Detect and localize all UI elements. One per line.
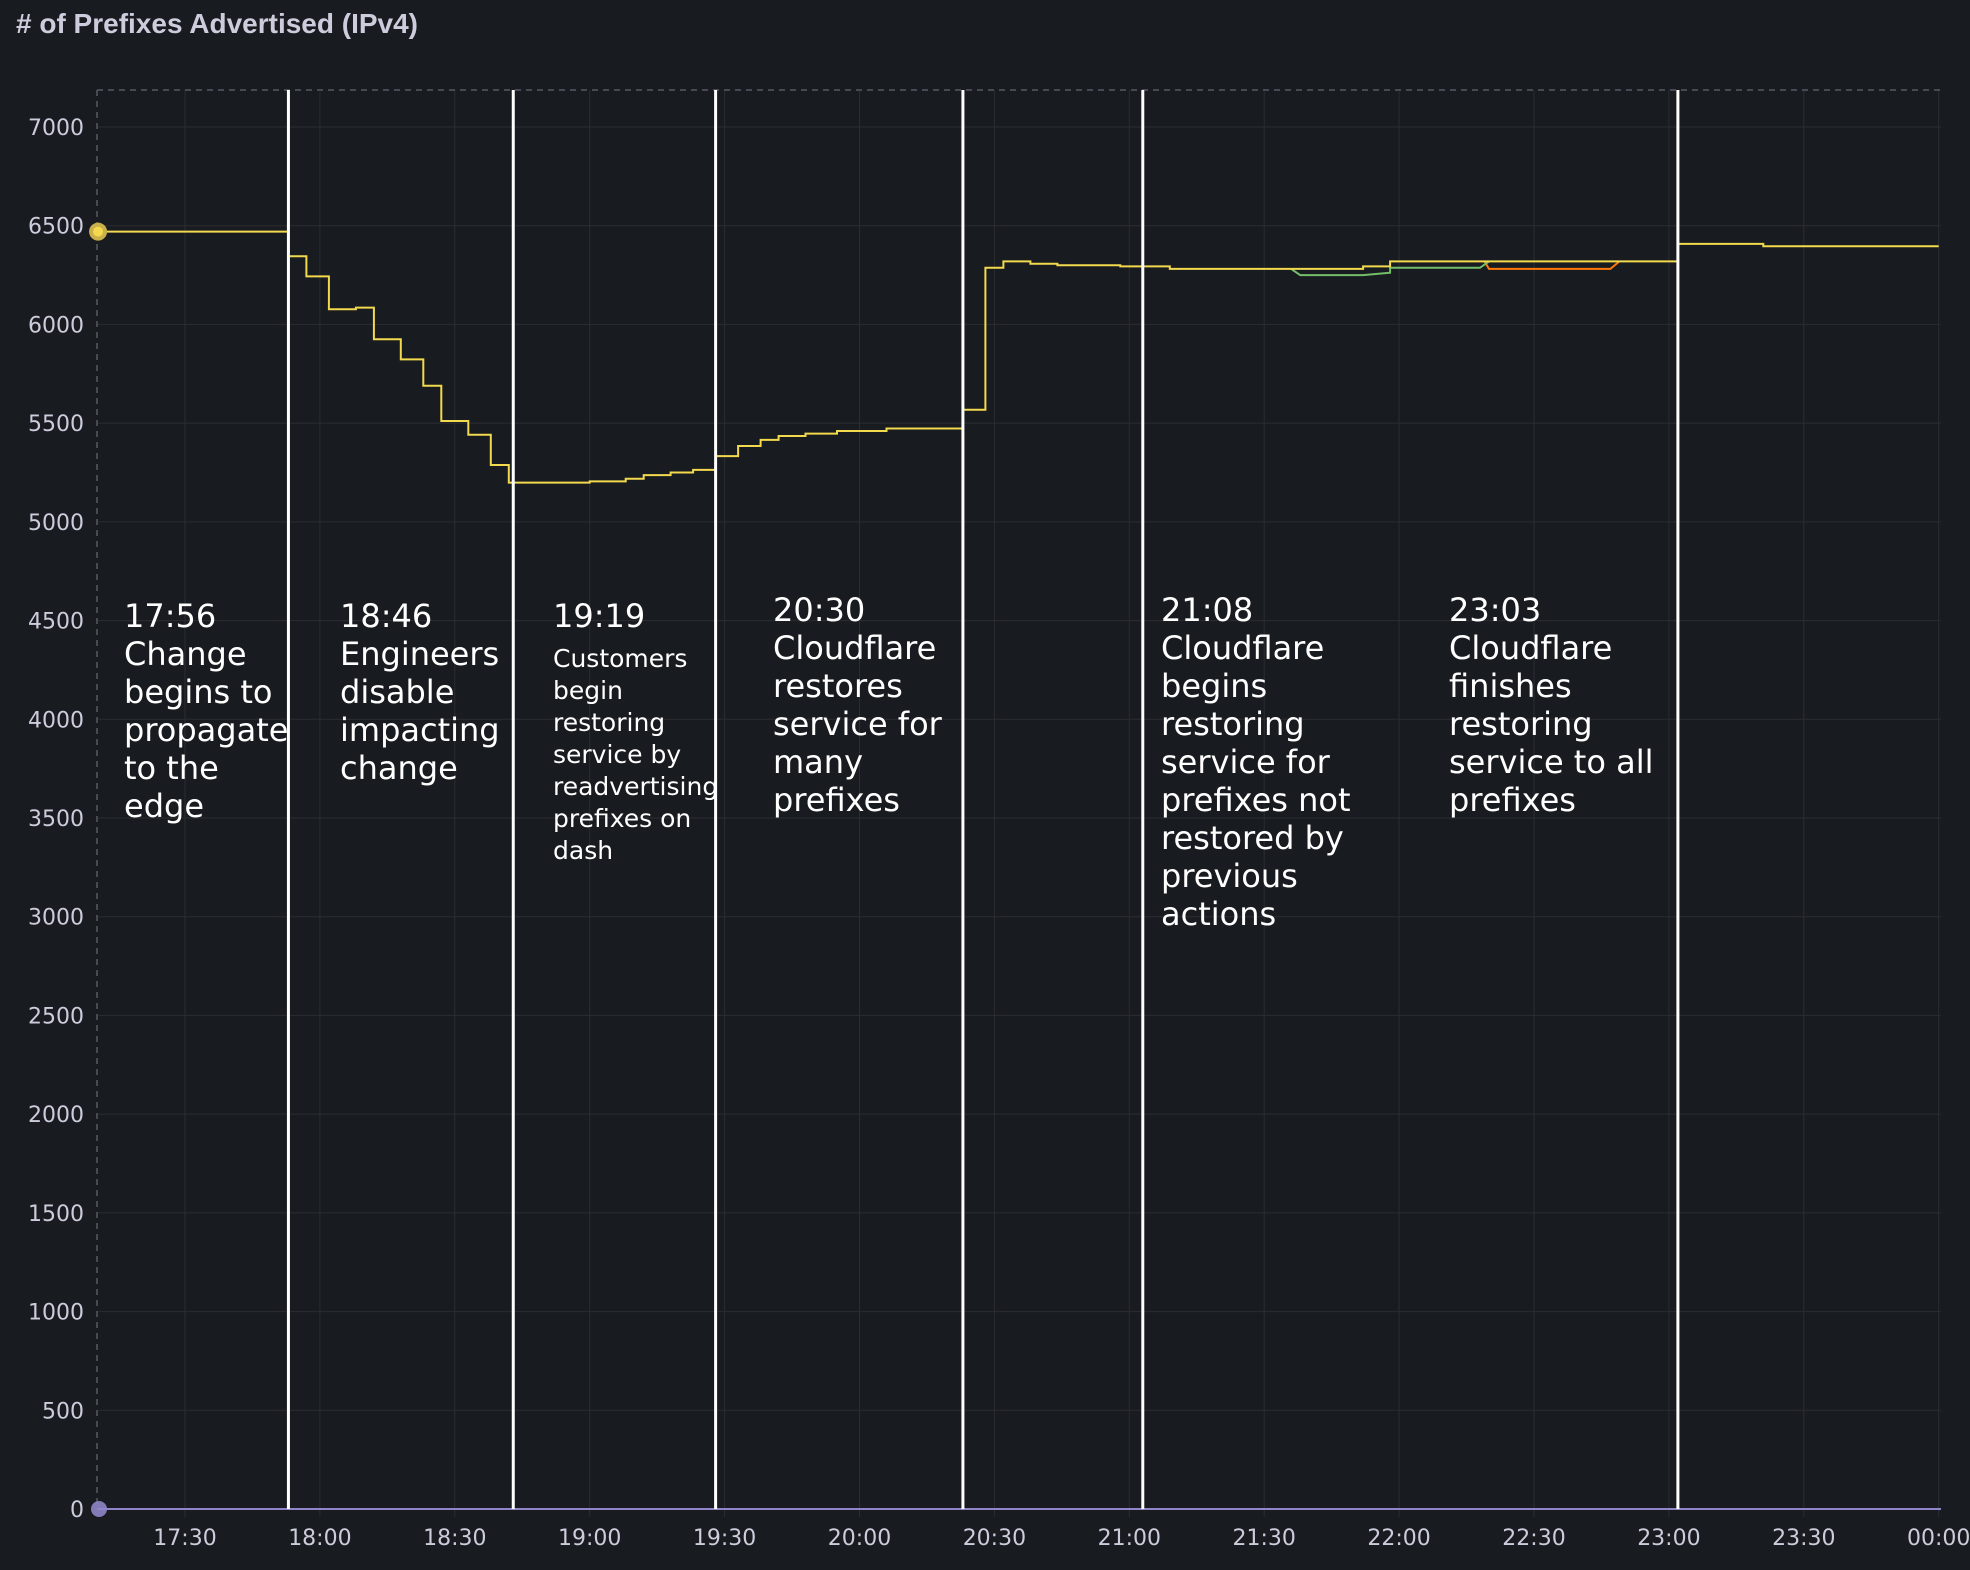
annotation-line-text: begins bbox=[1161, 667, 1267, 705]
annotation-line-text: Engineers bbox=[340, 635, 499, 673]
annotation-line-text: 17:56 bbox=[124, 597, 216, 635]
x-tick-label: 22:00 bbox=[1367, 1526, 1430, 1551]
annotation-line-text: service by bbox=[553, 740, 681, 769]
annotation-line-text: to the bbox=[124, 749, 219, 787]
annotation-line-text: Customers bbox=[553, 644, 687, 673]
annotation-line-text: actions bbox=[1161, 895, 1276, 933]
annotation-line-text: prefixes not bbox=[1161, 781, 1351, 819]
annotation-line-text: restoring bbox=[1161, 705, 1305, 743]
annotation-line-text: restoring bbox=[553, 708, 665, 737]
y-tick-label: 7000 bbox=[28, 116, 84, 141]
annotation-text: 23:03 Cloudflare finishes restoring service … bbox=[1449, 591, 1653, 819]
y-tick-label: 4500 bbox=[28, 610, 84, 635]
x-tick-label: 23:30 bbox=[1772, 1526, 1835, 1551]
annotation-line-text: edge bbox=[124, 787, 204, 825]
annotation-line-text: Cloudflare bbox=[1449, 629, 1612, 667]
y-tick-label: 2500 bbox=[28, 1004, 84, 1029]
annotation-line-text: restores bbox=[773, 667, 903, 705]
series-point-zero bbox=[91, 1501, 107, 1517]
x-tick-label: 20:00 bbox=[828, 1526, 891, 1551]
annotation-line-text: 23:03 bbox=[1449, 591, 1541, 629]
annotation-line-text: many bbox=[773, 743, 863, 781]
x-tick-label: 23:00 bbox=[1637, 1526, 1700, 1551]
y-tick-label: 0 bbox=[70, 1498, 84, 1523]
annotation-line-text: previous bbox=[1161, 857, 1298, 895]
annotation-line-text: finishes bbox=[1449, 667, 1572, 705]
x-tick-label: 19:00 bbox=[558, 1526, 621, 1551]
annotation-line-text: impacting bbox=[340, 711, 500, 749]
y-tick-label: 5000 bbox=[28, 511, 84, 536]
annotation-line-text: 20:30 bbox=[773, 591, 865, 629]
annotation-line-text: 21:08 bbox=[1161, 591, 1253, 629]
y-tick-label: 500 bbox=[42, 1399, 84, 1424]
annotation-line-text: change bbox=[340, 749, 458, 787]
annotation-line-text: begins to bbox=[124, 673, 272, 711]
y-tick-label: 3000 bbox=[28, 906, 84, 931]
annotation-line-text: Cloudflare bbox=[773, 629, 936, 667]
x-tick-label: 20:30 bbox=[963, 1526, 1026, 1551]
annotation-line-text: propagate bbox=[124, 711, 288, 749]
y-tick-label: 1000 bbox=[28, 1301, 84, 1326]
y-tick-label: 6000 bbox=[28, 313, 84, 338]
annotation-text: 17:56 Change begins to propagate to the edge bbox=[124, 597, 288, 825]
x-tick-label: 21:30 bbox=[1232, 1526, 1295, 1551]
y-tick-label: 3500 bbox=[28, 807, 84, 832]
x-tick-label: 00:00 bbox=[1907, 1526, 1970, 1551]
series-line bbox=[95, 230, 1939, 484]
annotation-line-text: service to all bbox=[1449, 743, 1653, 781]
annotation-line-text: service for bbox=[1161, 743, 1331, 781]
annotation-line-text: disable bbox=[340, 673, 454, 711]
series-point-start bbox=[93, 226, 104, 237]
annotation-line-text: prefixes bbox=[773, 781, 900, 819]
y-tick-label: 6500 bbox=[28, 215, 84, 240]
annotation-line-text: 18:46 bbox=[340, 597, 432, 635]
annotation-line-text: service for bbox=[773, 705, 943, 743]
annotation-line-text: restoring bbox=[1449, 705, 1593, 743]
series-line bbox=[1483, 260, 1621, 270]
annotation-text: 19:19 Customers begin restoring service by re… bbox=[553, 597, 718, 865]
x-tick-label: 21:00 bbox=[1098, 1526, 1161, 1551]
annotation-line-text: prefixes bbox=[1449, 781, 1576, 819]
annotation-text: 20:30 Cloudflare restores service for many pr… bbox=[773, 591, 943, 819]
x-tick-label: 18:30 bbox=[423, 1526, 486, 1551]
x-tick-label: 18:00 bbox=[288, 1526, 351, 1551]
y-tick-label: 4000 bbox=[28, 708, 84, 733]
annotation-line-text: restored by bbox=[1161, 819, 1344, 857]
annotation-text: 21:08 Cloudflare begins restoring service fo… bbox=[1161, 591, 1351, 933]
annotation-line-text: begin bbox=[553, 676, 623, 705]
annotation-line-text: dash bbox=[553, 836, 613, 865]
annotation-line-text: readvertising bbox=[553, 772, 718, 801]
y-tick-label: 5500 bbox=[28, 412, 84, 437]
annotation-line-text: 19:19 bbox=[553, 597, 645, 635]
annotation-line-text: Change bbox=[124, 635, 247, 673]
annotation-line-text: Cloudflare bbox=[1161, 629, 1324, 667]
annotation-text: 18:46 Engineers disable impacting change bbox=[340, 597, 500, 787]
x-tick-label: 17:30 bbox=[153, 1526, 216, 1551]
annotation-line-text: prefixes on bbox=[553, 804, 691, 833]
chart-title: # of Prefixes Advertised (IPv4) bbox=[16, 8, 419, 39]
x-tick-label: 19:30 bbox=[693, 1526, 756, 1551]
y-tick-label: 1500 bbox=[28, 1202, 84, 1227]
y-tick-label: 2000 bbox=[28, 1103, 84, 1128]
x-tick-label: 22:30 bbox=[1502, 1526, 1565, 1551]
series-line bbox=[1290, 260, 1490, 277]
